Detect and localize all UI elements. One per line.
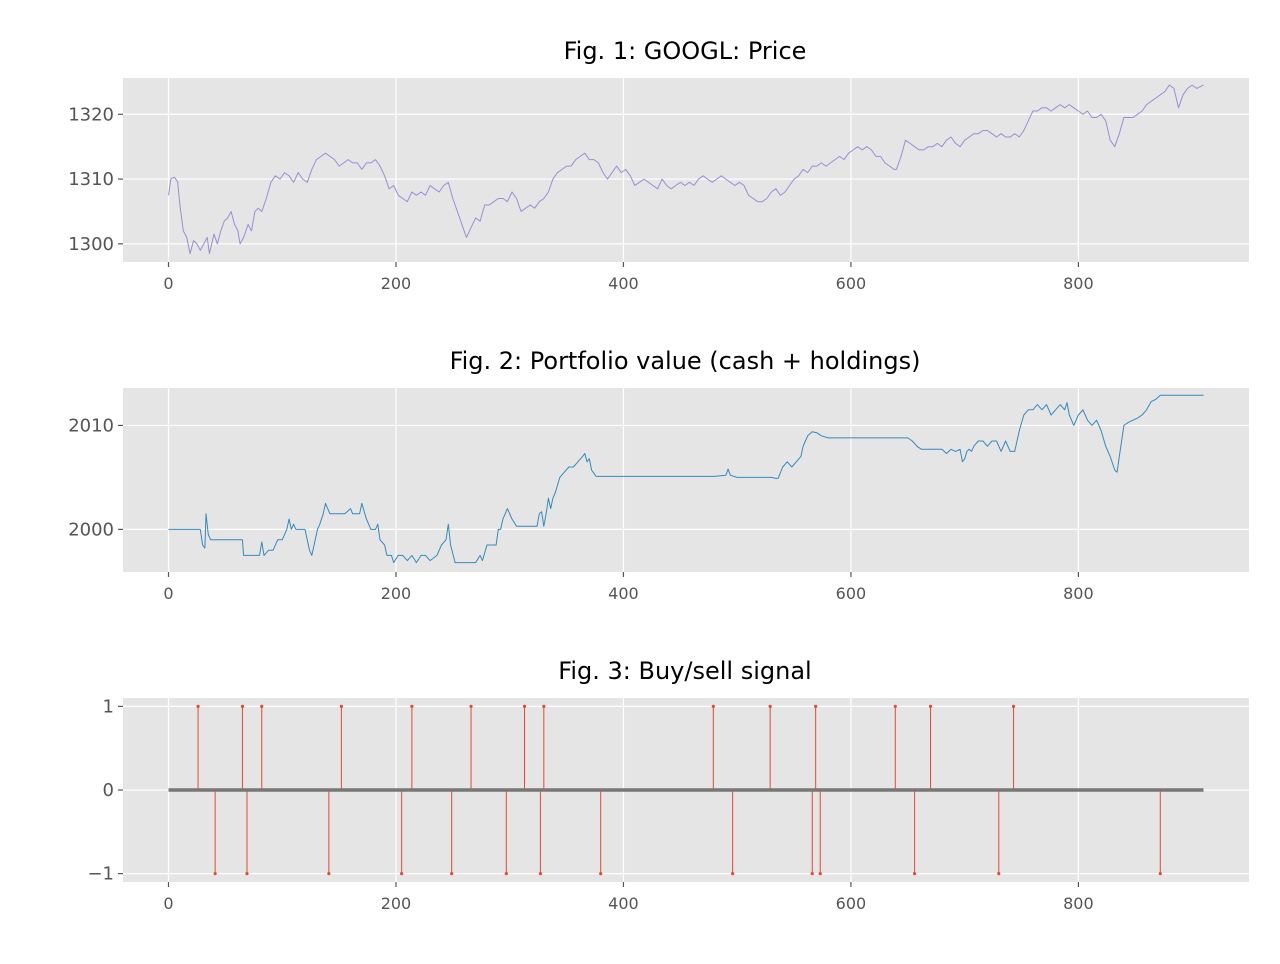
portfolio-ytick-label: 2010 xyxy=(68,415,114,436)
sell-signal-marker xyxy=(400,872,404,876)
price-chart-title: Fig. 1: GOOGL: Price xyxy=(564,37,807,65)
portfolio-chart-title: Fig. 2: Portfolio value (cash + holdings… xyxy=(450,347,921,375)
signal-xtick-label: 200 xyxy=(381,894,412,913)
price-xtick-label: 0 xyxy=(163,274,173,293)
signal-chart-title: Fig. 3: Buy/sell signal xyxy=(558,657,811,685)
price-chart: Fig. 1: GOOGL: Price 0 200 400 600 800 1300 13… xyxy=(68,37,1249,293)
price-plot-area xyxy=(123,78,1249,262)
signal-xtick-label: 0 xyxy=(163,894,173,913)
buy-signal-marker xyxy=(469,704,473,708)
sell-signal-marker xyxy=(213,872,217,876)
price-xtick-label: 400 xyxy=(608,274,639,293)
signal-ytick-label: −1 xyxy=(87,864,114,885)
buy-signal-marker xyxy=(240,704,245,708)
buy-signal-marker xyxy=(711,704,715,708)
portfolio-xtick-label: 800 xyxy=(1063,584,1094,603)
sell-signal-marker xyxy=(997,872,1001,876)
portfolio-xtick-label: 0 xyxy=(163,584,173,603)
signal-xtick-label: 800 xyxy=(1063,894,1094,913)
sell-signal-marker xyxy=(245,872,249,876)
price-series-line xyxy=(168,84,1204,255)
signal-xtick-label: 600 xyxy=(836,894,867,913)
price-xtick-label: 200 xyxy=(381,274,412,293)
buy-signal-marker xyxy=(410,704,414,708)
price-xtick-label: 600 xyxy=(836,274,867,293)
sell-signal-marker xyxy=(731,872,735,876)
buy-signal-marker xyxy=(196,704,200,708)
sell-signal-marker xyxy=(450,872,454,876)
sell-signal-marker xyxy=(1158,872,1162,876)
signal-ytick-label: 0 xyxy=(103,780,114,801)
portfolio-ytick-label: 2000 xyxy=(68,519,114,540)
signal-chart: Fig. 3: Buy/sell signal 0 200 400 600 800 −1 0… xyxy=(87,657,1249,913)
buy-signal-marker xyxy=(339,704,343,708)
signal-ytick-label: 1 xyxy=(103,696,114,717)
sell-signal-marker xyxy=(504,872,508,876)
portfolio-xtick-label: 600 xyxy=(836,584,867,603)
buy-signal-marker xyxy=(893,704,897,708)
sell-signal-marker xyxy=(913,872,917,876)
price-ytick-label: 1300 xyxy=(68,234,114,255)
buy-signal-marker xyxy=(1011,704,1016,708)
price-ytick-label: 1310 xyxy=(68,169,114,190)
sell-signal-marker xyxy=(538,872,543,876)
buy-signal-marker xyxy=(260,704,264,708)
price-ytick-label: 1320 xyxy=(68,104,114,125)
signal-xtick-label: 400 xyxy=(608,894,639,913)
portfolio-series-line xyxy=(168,394,1204,564)
portfolio-plot-area xyxy=(123,388,1249,572)
buy-signal-marker xyxy=(522,704,527,708)
buy-signal-marker xyxy=(768,704,772,708)
portfolio-xtick-label: 400 xyxy=(608,584,639,603)
portfolio-xtick-label: 200 xyxy=(381,584,412,603)
buy-signal-marker xyxy=(928,704,933,708)
buy-signal-marker xyxy=(542,704,546,708)
portfolio-chart: Fig. 2: Portfolio value (cash + holdings… xyxy=(68,347,1249,603)
price-xtick-label: 800 xyxy=(1063,274,1094,293)
sell-signal-marker xyxy=(327,872,331,876)
sell-signal-marker xyxy=(599,872,603,876)
sell-signal-marker xyxy=(818,872,822,876)
sell-signal-marker xyxy=(810,872,814,876)
buy-signal-marker xyxy=(814,704,818,708)
